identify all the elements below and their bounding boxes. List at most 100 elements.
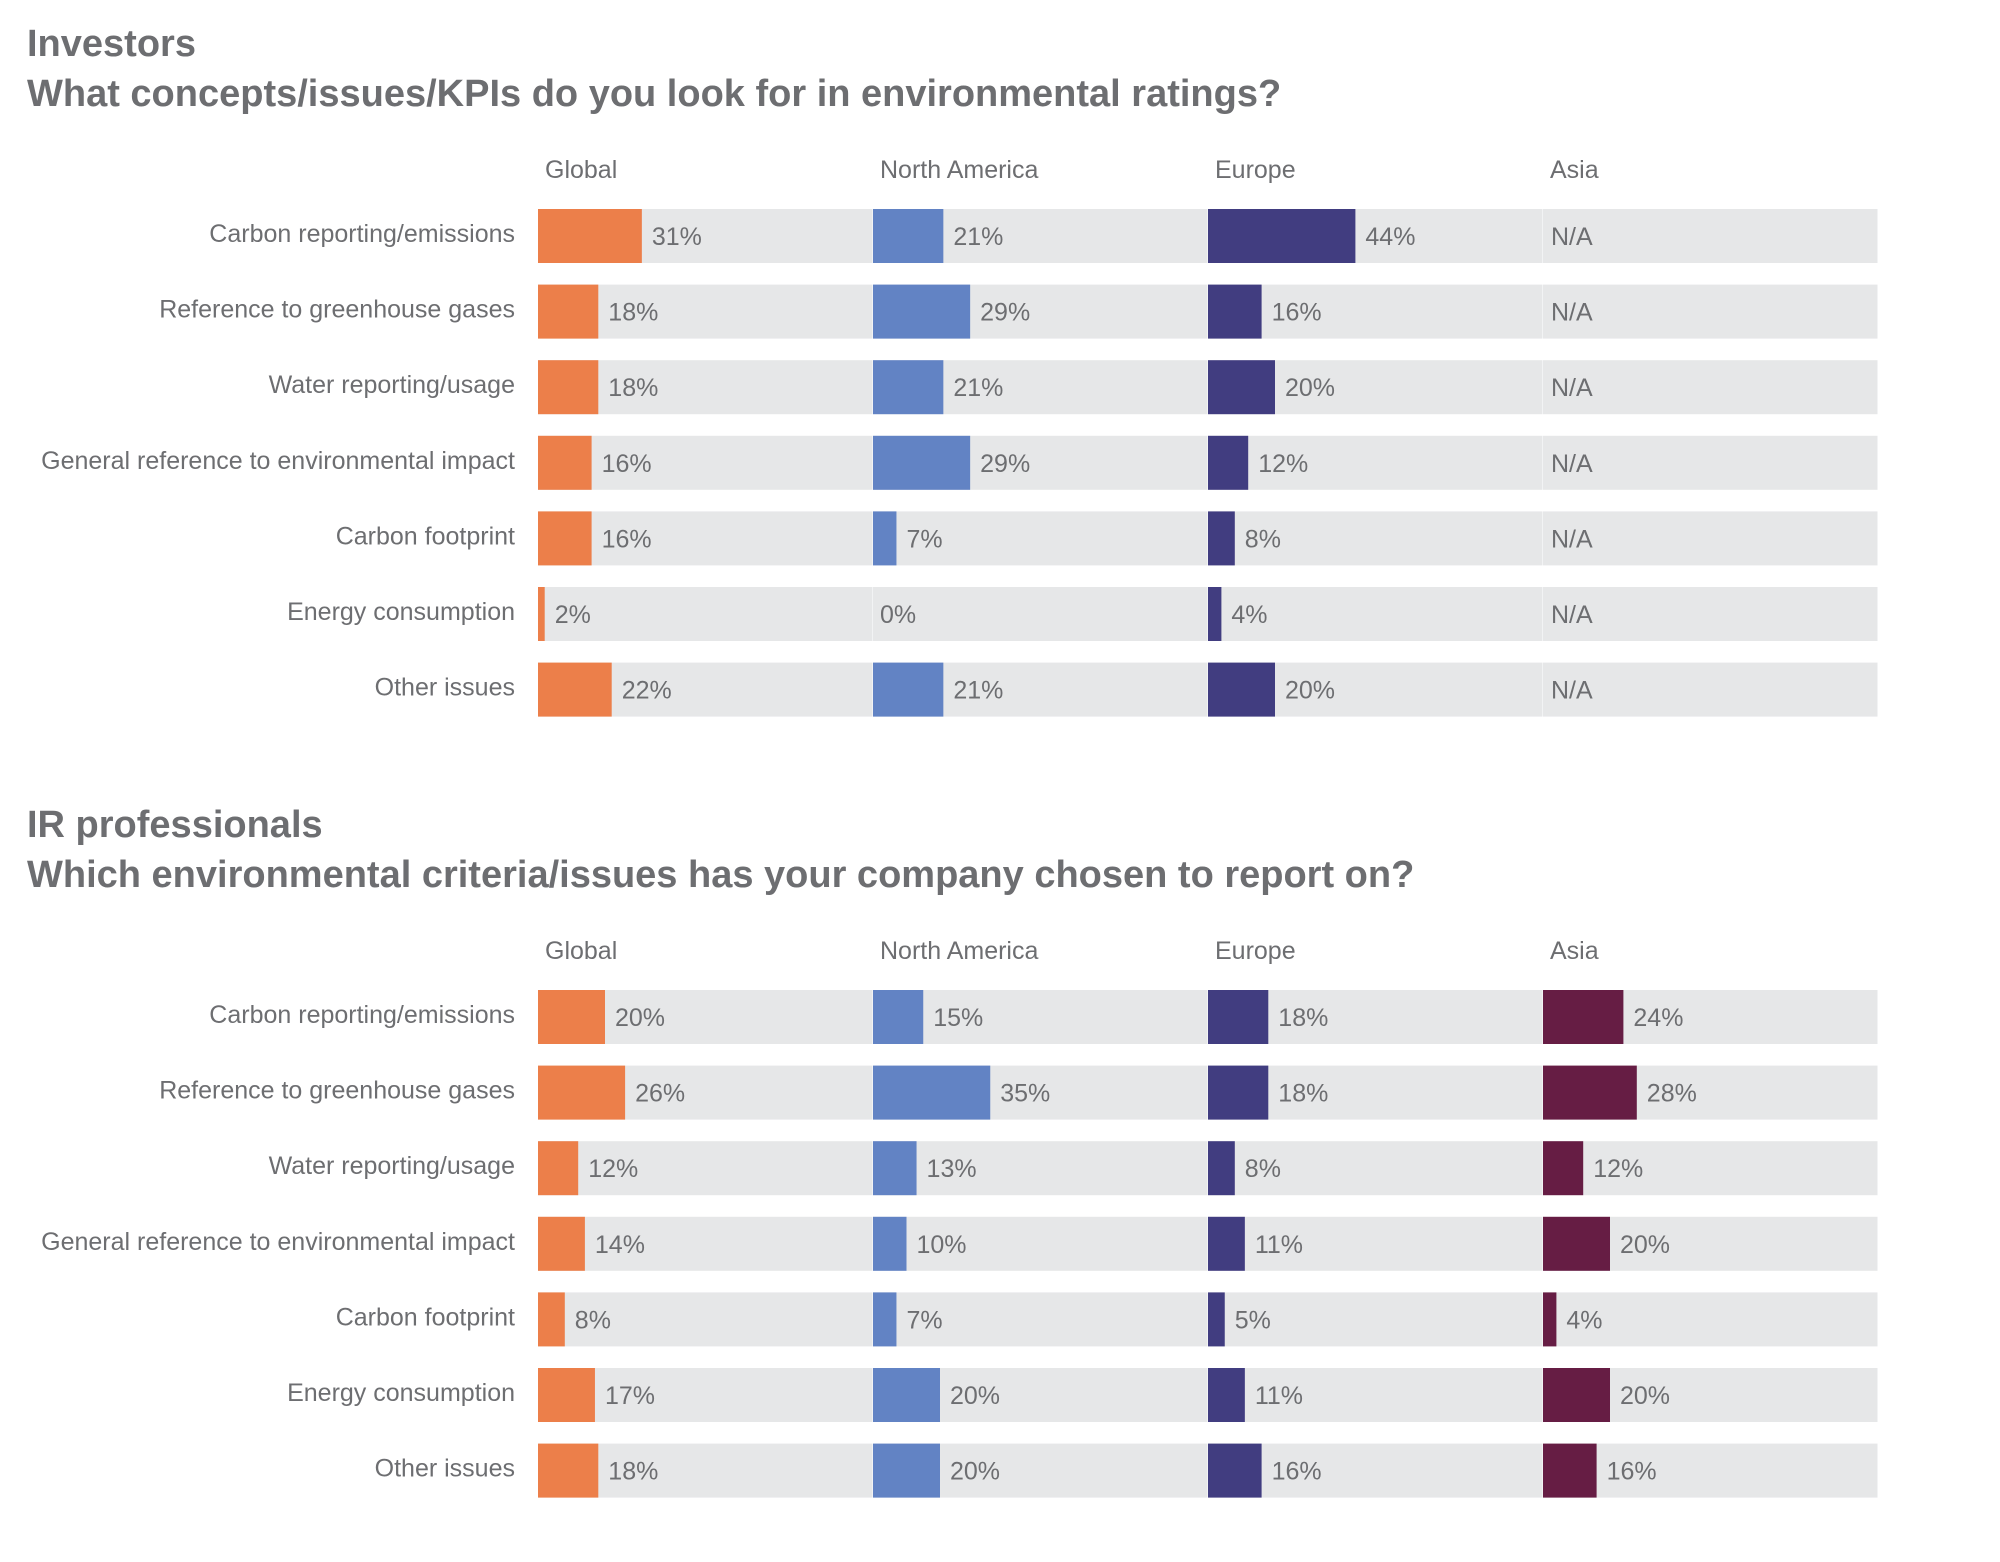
bar (538, 209, 642, 263)
data-label: 21% (953, 374, 1003, 402)
category-label: Carbon footprint (336, 1303, 515, 1331)
bar-track (1208, 284, 1543, 339)
bar-track (538, 1141, 873, 1196)
data-label: 21% (953, 677, 1003, 705)
data-label: 20% (1620, 1382, 1670, 1410)
bar-track (873, 990, 1208, 1044)
data-label: 12% (1258, 450, 1308, 478)
data-label: 28% (1647, 1080, 1697, 1108)
data-label: 4% (1566, 1306, 1602, 1334)
data-label: N/A (1551, 677, 1593, 705)
data-label: 18% (1278, 1080, 1328, 1108)
bar (1543, 1292, 1557, 1347)
data-label: 13% (927, 1155, 977, 1183)
bar (538, 1065, 626, 1120)
bar (1208, 662, 1275, 717)
data-label: 21% (953, 223, 1003, 251)
data-label: 20% (950, 1382, 1000, 1410)
bar (1208, 1292, 1225, 1347)
bar-track (1208, 435, 1543, 490)
bar (538, 511, 592, 566)
data-label: 12% (588, 1155, 638, 1183)
series-header: Global (545, 937, 617, 965)
data-label: 11% (1255, 1382, 1303, 1410)
bar (538, 360, 599, 415)
bar (538, 1216, 585, 1271)
bar (538, 435, 592, 490)
data-label: 29% (980, 299, 1030, 327)
bar-track (873, 587, 1208, 641)
bar (1208, 1443, 1262, 1498)
bar (538, 990, 605, 1044)
bar-track (1208, 1141, 1543, 1196)
data-label: 17% (605, 1382, 655, 1410)
data-label: 20% (1620, 1231, 1670, 1259)
bar (1208, 1065, 1269, 1120)
data-label: 10% (917, 1231, 967, 1259)
bar (873, 1141, 917, 1196)
data-label: 16% (1272, 299, 1322, 327)
bar (538, 1292, 565, 1347)
bar (538, 587, 545, 641)
data-label: 22% (622, 677, 672, 705)
bar-track (1543, 360, 1878, 415)
bar-track (1208, 1443, 1543, 1498)
bar (538, 662, 612, 717)
data-label: 31% (652, 223, 702, 251)
bar (1208, 1141, 1235, 1196)
data-label: 8% (575, 1306, 611, 1334)
bar (1208, 1368, 1245, 1422)
data-label: 16% (1607, 1458, 1657, 1486)
bar-track (1543, 1443, 1878, 1498)
bar (1543, 1141, 1584, 1196)
data-label: N/A (1551, 601, 1593, 629)
bar (1543, 1216, 1610, 1271)
category-label: Water reporting/usage (269, 371, 515, 399)
bar-track (1208, 511, 1543, 566)
bar (1543, 1065, 1637, 1120)
data-label: 2% (555, 601, 591, 629)
data-label: N/A (1551, 374, 1593, 402)
data-label: 18% (608, 299, 658, 327)
category-label: Other issues (375, 1455, 515, 1483)
data-label: 18% (608, 1458, 658, 1486)
bar (1208, 435, 1249, 490)
data-label: 35% (1000, 1080, 1050, 1108)
bar (873, 1216, 907, 1271)
chart-title: Investors (27, 23, 196, 65)
data-label: 16% (1272, 1458, 1322, 1486)
bar (873, 209, 944, 263)
bar (1208, 1216, 1245, 1271)
bar-track (1208, 587, 1543, 641)
data-label: 16% (602, 450, 652, 478)
bar-track (1208, 1292, 1543, 1347)
data-label: 18% (1278, 1004, 1328, 1032)
bar-chart: Global North America Europe Asia Carbon repo… (41, 937, 1878, 1498)
data-label: 20% (1285, 677, 1335, 705)
category-label: Carbon footprint (336, 522, 515, 550)
series-header: Global (545, 156, 617, 184)
bar (538, 1141, 579, 1196)
bar (873, 1065, 991, 1120)
data-label: N/A (1551, 223, 1593, 251)
category-label: Reference to greenhouse gases (159, 296, 515, 324)
chart-title: IR professionals (27, 804, 323, 846)
data-label: 14% (595, 1231, 645, 1259)
bar-track (1543, 662, 1878, 717)
bar (1208, 990, 1269, 1044)
bar-track (1208, 1216, 1543, 1271)
bar (538, 1443, 599, 1498)
bar-track (873, 511, 1208, 566)
bar (1208, 284, 1262, 339)
data-label: 20% (615, 1004, 665, 1032)
category-label: Carbon reporting/emissions (209, 220, 515, 248)
bar-track (1208, 1368, 1543, 1422)
bar (538, 284, 599, 339)
data-label: 4% (1231, 601, 1267, 629)
category-label: General reference to environmental impac… (41, 447, 515, 475)
data-label: 8% (1245, 1155, 1281, 1183)
series-header: North America (880, 156, 1038, 184)
data-label: 15% (933, 1004, 983, 1032)
bar-track (873, 1292, 1208, 1347)
bar (1208, 360, 1275, 415)
